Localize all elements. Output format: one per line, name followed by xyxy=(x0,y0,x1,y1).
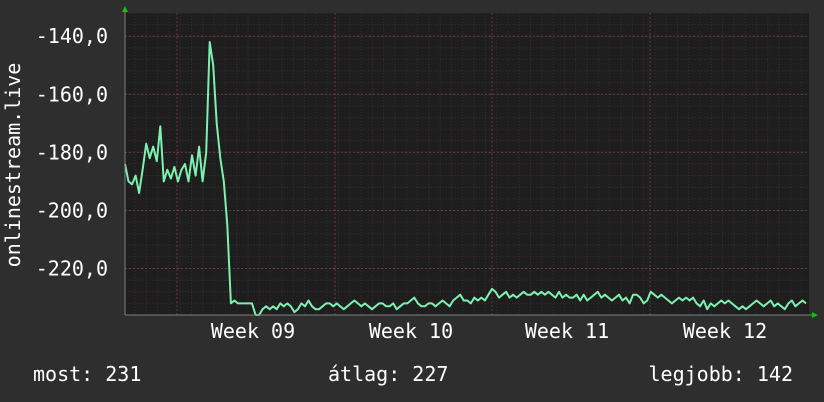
y-tick-label: -180,0 xyxy=(36,140,108,164)
y-tick-label: -200,0 xyxy=(36,198,108,222)
y-axis-label: onlinestream.live xyxy=(1,63,25,268)
y-tick-label: -140,0 xyxy=(36,24,108,48)
x-tick-label: Week 12 xyxy=(683,319,767,343)
y-tick-label: -220,0 xyxy=(36,257,108,281)
stats-bar: most: 231 átlag: 227 legjobb: 142 xyxy=(0,362,824,388)
stat-best: legjobb: 142 xyxy=(648,362,794,386)
x-axis-ticks: Week 09 Week 10 Week 11 Week 12 xyxy=(211,319,767,343)
stat-average: átlag: 227 xyxy=(328,362,449,386)
x-axis-arrow xyxy=(812,312,818,318)
series-line xyxy=(124,41,807,316)
y-axis-ticks: -140,0 -160,0 -180,0 -200,0 -220,0 xyxy=(36,24,108,280)
chart: -140,0-160,0-180,0-200,0-220,0 Week 09 We… xyxy=(1,6,818,343)
x-tick-label: Week 11 xyxy=(525,319,609,343)
y-axis-arrow xyxy=(122,6,128,12)
stat-current: most: 231 xyxy=(33,362,142,386)
grid-major xyxy=(125,13,809,315)
y-tick-label: -160,0 xyxy=(36,82,108,106)
x-tick-label: Week 09 xyxy=(211,319,295,343)
x-tick-label: Week 10 xyxy=(369,319,453,343)
